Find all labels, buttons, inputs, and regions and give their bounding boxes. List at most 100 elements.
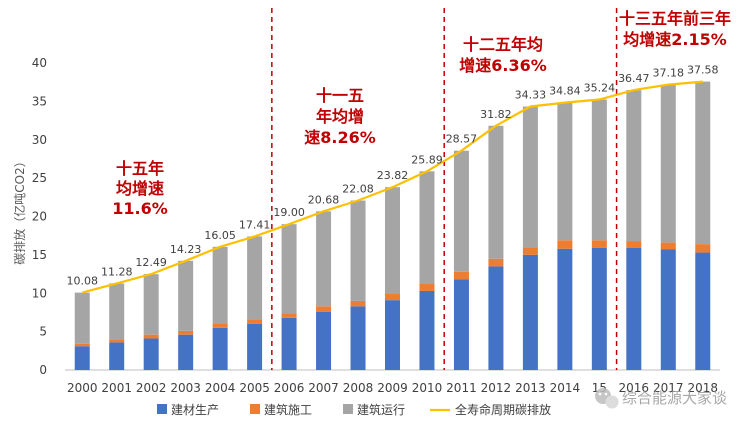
- bar-segment-operation: [212, 246, 228, 324]
- bar-segment-construction: [109, 339, 125, 343]
- bar-segment-operation: [522, 106, 538, 248]
- data-label: 14.23: [170, 243, 202, 256]
- bar-segment-construction: [453, 271, 469, 280]
- bar-segment-construction: [178, 330, 194, 335]
- period-annotation: 十二五年均: [463, 35, 543, 54]
- y-tick-label: 5: [39, 325, 47, 339]
- watermark: 综合能源大家谈: [595, 388, 727, 409]
- bar-segment-operation: [109, 283, 125, 340]
- data-label: 28.57: [446, 133, 478, 146]
- bar-segment-operation: [178, 260, 194, 331]
- data-label: 23.82: [377, 169, 409, 182]
- data-label: 19.00: [273, 206, 305, 219]
- data-label: 20.68: [308, 193, 340, 206]
- data-label: 25.89: [411, 153, 443, 166]
- x-tick-label: 2010: [412, 381, 443, 395]
- bar-segment-construction: [695, 244, 711, 253]
- period-annotation: 速8.26%: [304, 128, 376, 147]
- x-tick-label: 2006: [274, 381, 305, 395]
- bar-segment-operation: [591, 99, 607, 241]
- x-tick-label: 2008: [343, 381, 374, 395]
- legend-label: 建筑施工: [264, 402, 312, 417]
- bar-segment-material: [247, 323, 263, 370]
- x-tick-label: 2000: [67, 381, 98, 395]
- y-tick-label: 35: [32, 94, 47, 108]
- data-label: 34.84: [549, 85, 581, 98]
- bar-segment-construction: [316, 306, 332, 312]
- bar-segment-construction: [212, 323, 228, 328]
- bar-segment-construction: [143, 334, 159, 339]
- bar-segment-construction: [385, 294, 400, 301]
- y-tick-label: 20: [32, 210, 47, 224]
- y-tick-label: 10: [32, 286, 47, 300]
- period-annotation: 增速6.36%: [459, 56, 547, 75]
- y-axis-title: 碳排放（亿吨CO2）: [12, 155, 27, 264]
- bar-segment-operation: [626, 90, 642, 242]
- bar-segment-material: [212, 327, 228, 370]
- bar-segment-material: [660, 249, 676, 370]
- bar-segment-operation: [660, 84, 676, 243]
- data-label: 12.49: [135, 256, 167, 269]
- x-tick-label: 2018: [687, 381, 718, 395]
- legend: 建材生产 建筑施工 建筑运行 全寿命周期碳排放: [157, 402, 551, 417]
- x-tick-label: 2014: [550, 381, 581, 395]
- x-tick-label: 2013: [515, 381, 546, 395]
- data-label: 11.28: [101, 265, 133, 278]
- total-line: [81, 80, 703, 294]
- bar-segment-construction: [591, 240, 607, 248]
- data-label: 16.05: [204, 229, 236, 242]
- x-tick-label: 2016: [619, 381, 650, 395]
- total-emission-line: [81, 80, 703, 294]
- legend-label: 建材生产: [171, 403, 219, 417]
- axes: 0 5 10 15 20 25 30 35 40 2000 2001 2002 2003 2004 2005…: [32, 56, 720, 395]
- bars: [74, 81, 711, 370]
- period-dividers: [271, 8, 618, 370]
- bar-segment-construction: [626, 241, 642, 248]
- bar-segment-material: [453, 279, 469, 370]
- bar-segment-material: [557, 248, 573, 370]
- bar-segment-material: [488, 266, 504, 370]
- x-tick-label: 2005: [239, 381, 270, 395]
- bar-segment-operation: [316, 211, 332, 307]
- period-annotation: 均增速2.15%: [623, 30, 727, 49]
- bar-segment-operation: [247, 236, 263, 320]
- legend-swatch: [157, 404, 167, 414]
- x-tick-label: 2001: [101, 381, 132, 395]
- data-label: 31.82: [480, 108, 512, 121]
- bar-segment-material: [591, 247, 607, 370]
- x-tick-label: 2012: [481, 381, 512, 395]
- bar-segment-construction: [247, 319, 263, 324]
- watermark-text: 综合能源大家谈: [622, 389, 727, 407]
- period-annotation: 十一五: [316, 86, 364, 105]
- bar-segment-operation: [281, 224, 297, 314]
- bar-segment-construction: [557, 240, 573, 249]
- data-label: 36.47: [618, 72, 650, 85]
- y-tick-label: 30: [32, 133, 47, 147]
- bar-segment-material: [695, 252, 711, 370]
- period-annotation: 十五年: [116, 159, 164, 178]
- bar-segment-construction: [281, 313, 297, 318]
- data-label: 37.58: [687, 64, 719, 77]
- bar-segment-operation: [453, 150, 469, 272]
- legend-swatch: [250, 404, 260, 414]
- bar-segment-material: [178, 334, 194, 370]
- data-label: 35.24: [584, 82, 616, 95]
- bar-segment-material: [109, 342, 125, 370]
- bar-segment-material: [74, 346, 90, 370]
- bar-segment-material: [316, 311, 332, 370]
- bar-segment-operation: [557, 102, 573, 241]
- data-label: 22.08: [342, 183, 374, 196]
- data-label: 17.41: [239, 218, 271, 231]
- bar-segment-construction: [74, 343, 90, 347]
- bar-segment-operation: [385, 187, 400, 295]
- bar-segment-material: [281, 317, 297, 370]
- bar-segment-construction: [660, 242, 676, 250]
- bar-segment-operation: [419, 171, 435, 285]
- period-annotation: 均增速: [116, 179, 164, 198]
- data-label: 34.33: [515, 89, 547, 102]
- legend-swatch: [343, 404, 353, 414]
- bar-segment-material: [143, 338, 159, 370]
- data-label: 10.08: [66, 275, 98, 288]
- x-tick-label: 2003: [170, 381, 201, 395]
